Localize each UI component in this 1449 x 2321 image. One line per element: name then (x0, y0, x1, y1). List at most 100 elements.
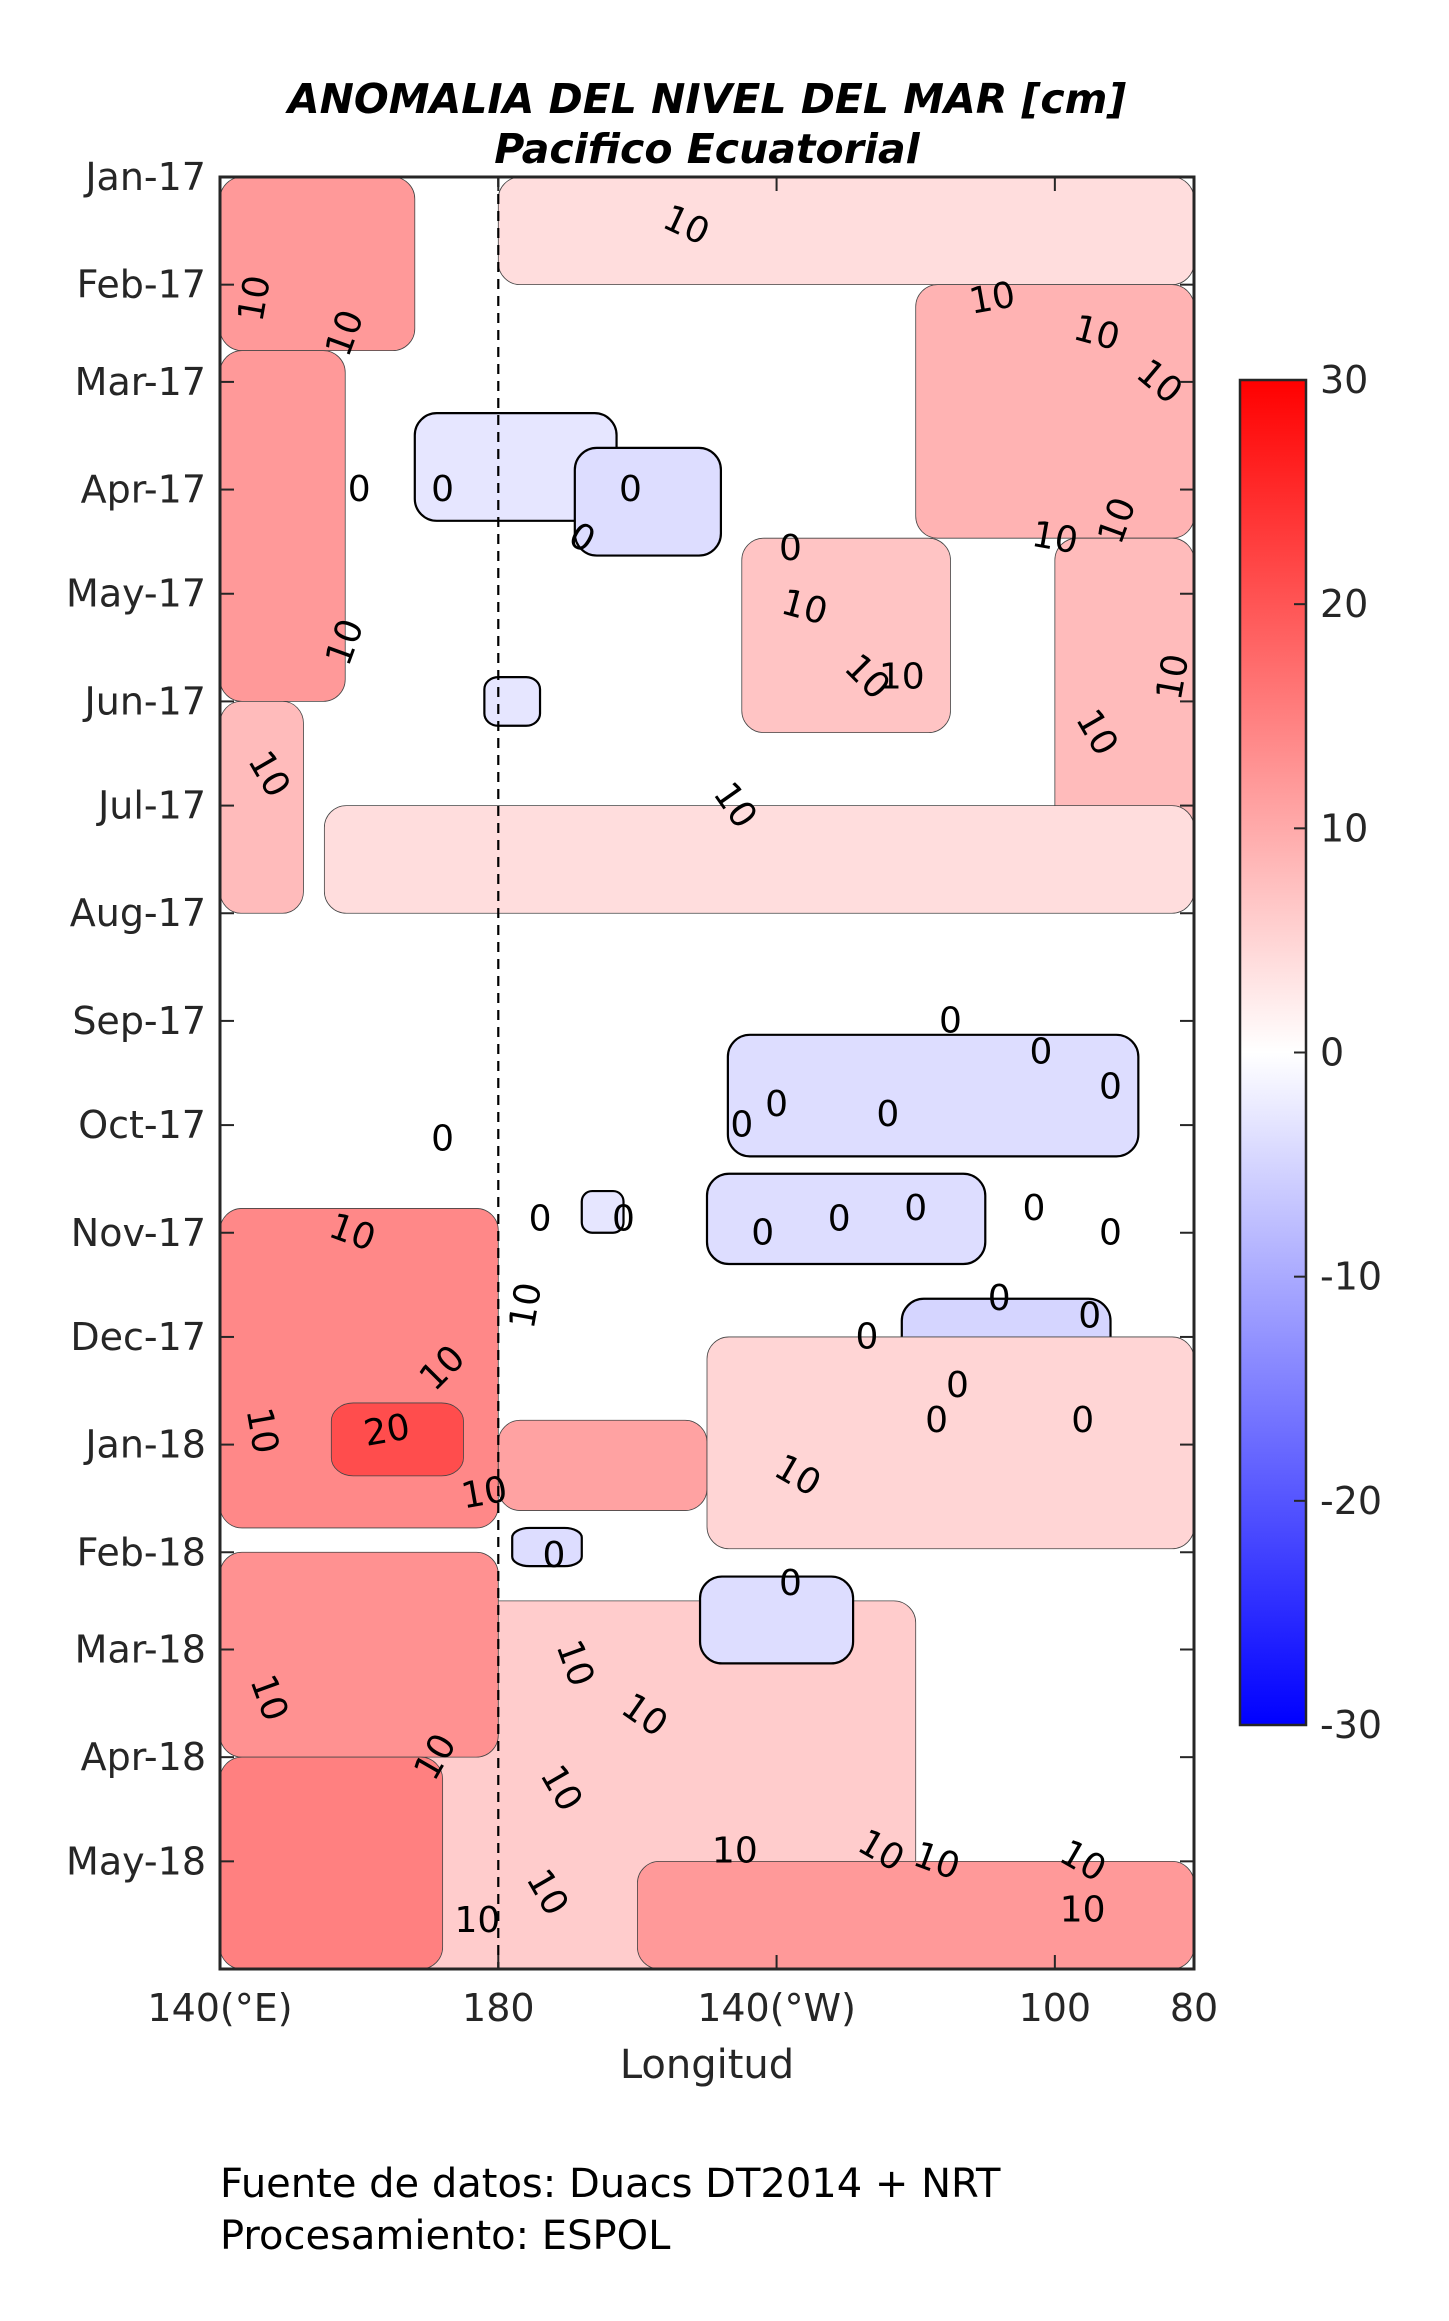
chart-title: ANOMALIA DEL NIVEL DEL MAR [cm] (285, 75, 1127, 123)
anomaly-region-2 (220, 701, 304, 914)
x-axis: 140(°E) 180 140(°W) 100 80 (147, 177, 1218, 2030)
contour-label-27: 0 (431, 1118, 454, 1159)
contour-label-18: 10 (1149, 651, 1197, 703)
y-tick-label-5: Jun-17 (83, 679, 206, 723)
contour-label-29: 0 (612, 1198, 635, 1239)
contour-label-57: 10 (712, 1830, 758, 1871)
contour-label-6: 0 (348, 469, 371, 510)
anomaly-region-18 (706, 1336, 1194, 1550)
anomaly-region-20 (220, 1551, 499, 1758)
contour-label-3: 10 (966, 274, 1018, 322)
anomaly-region-12 (705, 1172, 987, 1266)
contour-label-7: 0 (431, 469, 454, 510)
contour-label-23: 0 (1099, 1066, 1122, 1107)
contour-label-16: 10 (879, 657, 925, 698)
x-tick-label-2: 140(°W) (697, 1986, 856, 2030)
contour-label-44: 20 (361, 1407, 413, 1455)
contour-label-1: 10 (231, 272, 279, 324)
x-tick-label-3: 100 (1019, 1986, 1092, 2030)
contour-label-41: 0 (946, 1365, 969, 1406)
y-tick-label-16: May-18 (66, 1839, 206, 1883)
anomaly-region-9 (573, 446, 723, 557)
contour-label-8: 0 (619, 469, 642, 510)
contour-label-34: 0 (1099, 1212, 1122, 1253)
anomaly-region-7 (323, 805, 1194, 914)
y-tick-label-1: Feb-17 (77, 263, 206, 307)
anomaly-region-22 (511, 1526, 583, 1568)
colorbar-tick-label-3: 0 (1320, 1031, 1344, 1075)
y-tick-label-8: Sep-17 (72, 999, 206, 1043)
anomaly-region-11 (726, 1033, 1140, 1158)
contour-label-46: 10 (458, 1469, 510, 1517)
y-tick-label-3: Apr-17 (81, 468, 206, 512)
y-tick-label-4: May-17 (66, 572, 206, 616)
y-tick-label-12: Jan-18 (83, 1423, 206, 1467)
x-tick-label-4: 80 (1170, 1986, 1218, 2030)
processing-text: Procesamiento: ESPOL (220, 2213, 671, 2259)
colorbar-tick-label-2: 10 (1320, 806, 1368, 850)
contour-label-37: 0 (988, 1278, 1011, 1319)
contour-label-21: 0 (939, 1000, 962, 1041)
contour-label-26: 0 (876, 1094, 899, 1135)
contour-label-33: 0 (1023, 1188, 1046, 1229)
contour-label-36: 10 (502, 1280, 550, 1332)
y-axis: Jan-17 Feb-17 Mar-17 Apr-17 May-17 Jun-17 Jul-… (66, 155, 1194, 1883)
contour-label-10: 0 (779, 528, 802, 569)
contour-label-49: 0 (779, 1563, 802, 1604)
colorbar-tick-label-6: -30 (1320, 1703, 1382, 1747)
contour-label-48: 0 (542, 1535, 565, 1576)
y-tick-label-10: Nov-17 (71, 1211, 206, 1255)
contour-label-28: 0 (529, 1198, 552, 1239)
contour-label-24: 0 (765, 1084, 788, 1125)
y-tick-label-2: Mar-17 (75, 360, 206, 404)
anomaly-region-17 (497, 1419, 708, 1511)
contour-label-38: 0 (1078, 1296, 1101, 1337)
anomaly-region-0 (220, 177, 416, 352)
anomaly-region-14 (580, 1189, 625, 1234)
anomaly-region-24 (637, 1860, 1194, 1969)
y-tick-label-0: Jan-17 (83, 155, 206, 199)
anomaly-region-10 (483, 675, 542, 727)
y-tick-label-15: Apr-18 (81, 1735, 206, 1779)
anomaly-region-4 (915, 284, 1194, 539)
anomaly-region-23 (698, 1575, 855, 1665)
y-tick-label-7: Aug-17 (70, 891, 206, 935)
plot-frame (218, 175, 1196, 1971)
y-tick-label-9: Oct-17 (78, 1103, 206, 1147)
contour-label-30: 0 (751, 1212, 774, 1253)
anomaly-regions (220, 177, 1194, 1969)
contour-label-42: 0 (1071, 1400, 1094, 1441)
contour-label-25: 0 (730, 1105, 753, 1146)
contour-label-31: 0 (828, 1198, 851, 1239)
x-tick-label-0: 140(°E) (147, 1986, 292, 2030)
data-source-text: Fuente de datos: Duacs DT2014 + NRT (220, 2161, 1001, 2207)
x-axis-label: Longitud (620, 2042, 794, 2088)
contour-label-22: 0 (1029, 1032, 1052, 1073)
contour-label-60: 10 (1060, 1889, 1106, 1930)
colorbar-ticks: 30 20 10 0 -10 -20 -30 (1294, 358, 1382, 1747)
contour-label-45: 10 (238, 1405, 286, 1457)
colorbar-tick-label-1: 20 (1320, 582, 1368, 626)
chart-subtitle: Pacifico Ecuatorial (494, 125, 920, 173)
contour-label-39: 0 (856, 1316, 879, 1357)
anomaly-region-3 (497, 177, 1194, 286)
x-tick-label-1: 180 (462, 1986, 535, 2030)
y-tick-label-6: Jul-17 (96, 784, 206, 828)
y-tick-label-14: Mar-18 (75, 1627, 206, 1671)
contour-label-32: 0 (904, 1188, 927, 1229)
colorbar-tick-label-0: 30 (1320, 358, 1368, 402)
contour-label-43: 0 (925, 1400, 948, 1441)
y-tick-label-13: Feb-18 (77, 1530, 206, 1574)
anomaly-region-6 (741, 537, 951, 734)
contour-label-61: 10 (455, 1900, 501, 1941)
anomaly-region-21 (220, 1756, 444, 1969)
colorbar-tick-label-4: -10 (1320, 1255, 1382, 1299)
footer: Fuente de datos: Duacs DT2014 + NRT Proc… (220, 2158, 1000, 2262)
contour-label-11: 10 (1029, 514, 1081, 562)
anomaly-region-16 (330, 1402, 464, 1477)
y-tick-label-11: Dec-17 (70, 1315, 206, 1359)
colorbar-tick-label-5: -20 (1320, 1479, 1382, 1523)
colorbar: 30 20 10 0 -10 -20 -30 (1238, 358, 1382, 1747)
